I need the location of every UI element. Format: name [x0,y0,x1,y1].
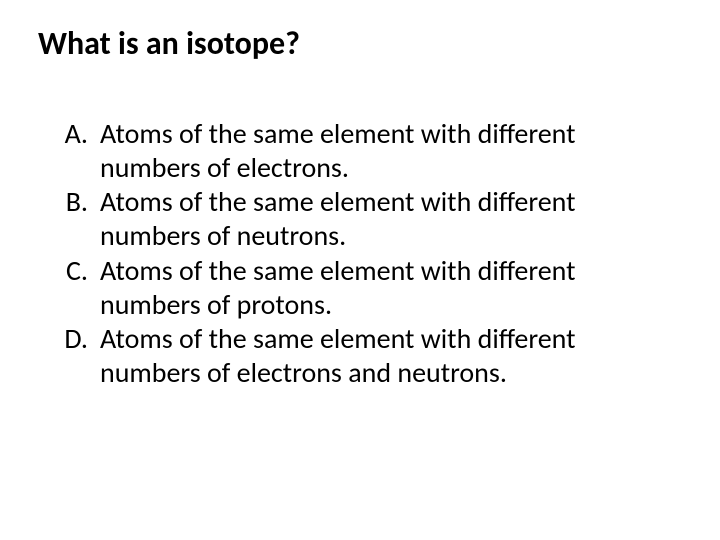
option-c: C. Atoms of the same element with differ… [38,254,682,322]
option-marker: D. [38,322,100,356]
option-text: Atoms of the same element with different… [100,185,682,253]
question-text: What is an isotope? [38,24,682,63]
option-a: A. Atoms of the same element with differ… [38,117,682,185]
option-marker: A. [38,117,100,151]
option-marker: B. [38,185,100,219]
option-d: D. Atoms of the same element with differ… [38,322,682,390]
option-marker: C. [38,254,100,288]
option-text: Atoms of the same element with different… [100,254,682,322]
option-text: Atoms of the same element with different… [100,322,682,390]
options-list: A. Atoms of the same element with differ… [38,117,682,390]
option-b: B. Atoms of the same element with differ… [38,185,682,253]
option-text: Atoms of the same element with different… [100,117,682,185]
